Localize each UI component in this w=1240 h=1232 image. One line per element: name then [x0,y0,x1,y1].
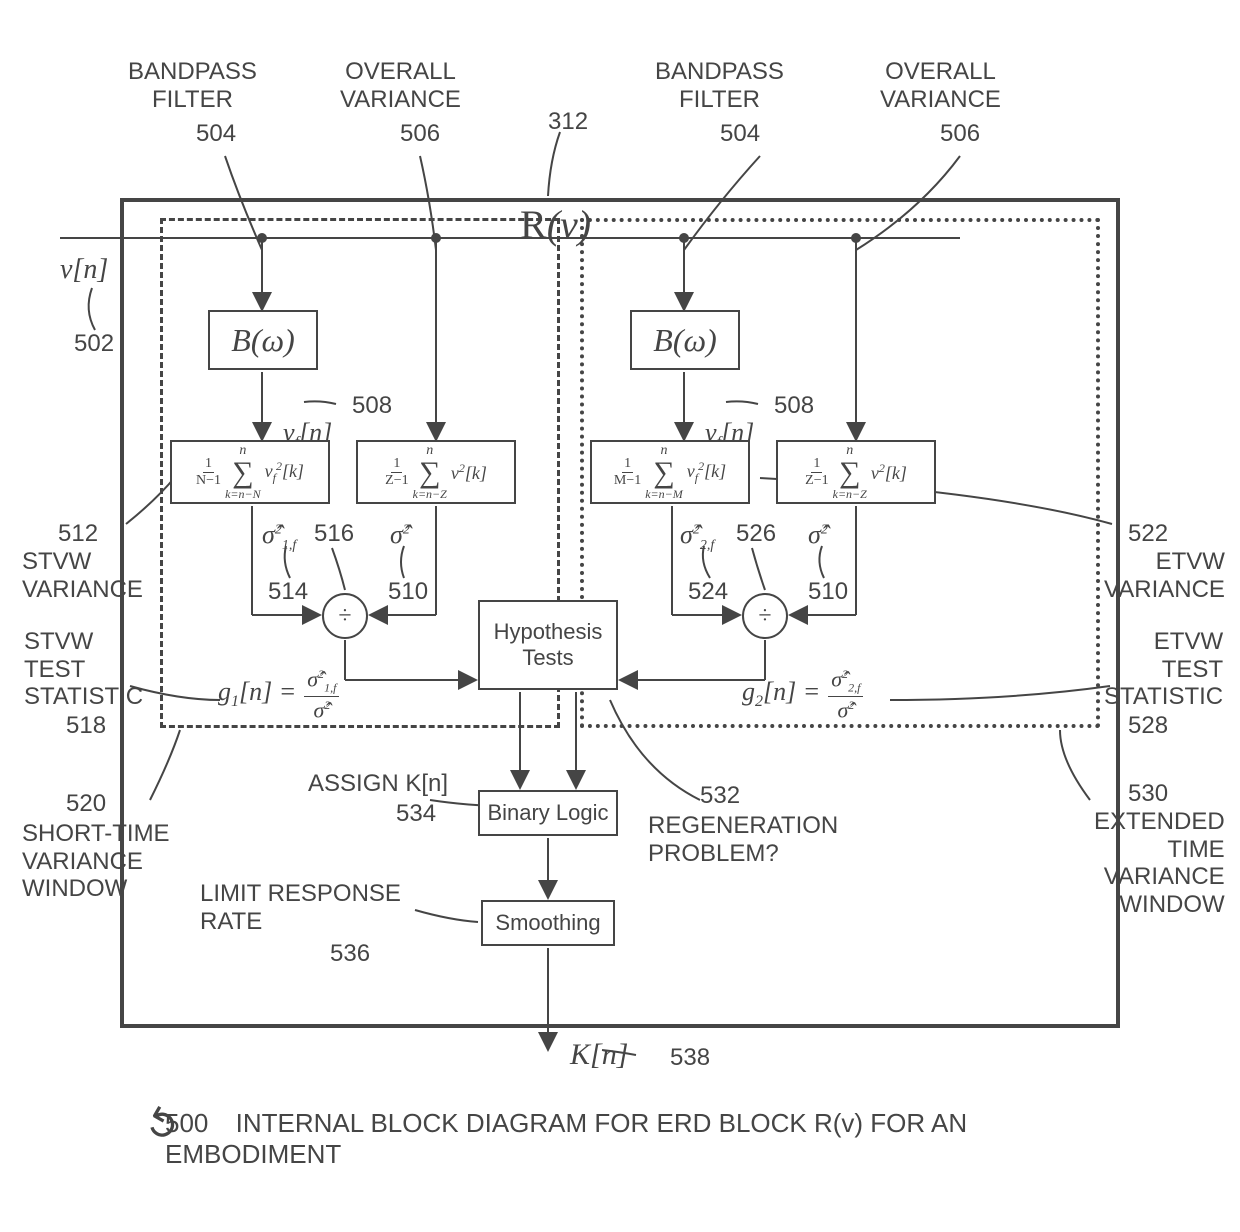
etvw-var: ETVW VARIANCE [1104,548,1225,603]
sigma-1f: σ̂21,f [262,520,296,554]
stvw-stat: STVW TEST STATISTIC [24,628,143,711]
etvw-stat: ETVW TEST STATISTIC [1104,628,1223,711]
limit-label: LIMIT RESPONSE RATE [200,880,401,935]
regen-label: REGENERATION PROBLEM? [648,812,838,867]
ref-502: 502 [74,330,114,358]
g1-eq: g1[n] = σ̂21,fσ̂2 [218,668,339,721]
ref-514: 514 [268,578,308,606]
sum-Z-right: 1Z−1 n∑k=n−Z v2[k] [776,440,936,504]
bp-right-ref: 504 [720,120,760,148]
vn-label: v[n] [60,254,108,286]
ref-516: 516 [314,520,354,548]
Kn-label: K[n] [570,1038,628,1073]
ref-526: 526 [736,520,776,548]
bw-left-block: B(ω) [208,310,318,370]
ref-510-right: 510 [808,578,848,606]
sum-Z-left: 1Z−1 n∑k=n−Z v2[k] [356,440,516,504]
etvw-win: EXTENDED TIME VARIANCE WINDOW [1094,808,1225,918]
ref-536: 536 [330,940,370,968]
ref-508-right: 508 [774,392,814,420]
ref-524: 524 [688,578,728,606]
hypothesis-block: Hypothesis Tests [478,600,618,690]
ref-312: 312 [548,108,588,136]
ref-532: 532 [700,782,740,810]
ref-508-left: 508 [352,392,392,420]
stvw-win: SHORT-TIME VARIANCE WINDOW [22,820,170,903]
sigma-hat-right: σ̂2 [808,520,828,550]
ref-520: 520 [66,790,106,818]
Rv-title: R(v) [500,156,591,248]
ov-right-ref: 506 [940,120,980,148]
stvw-var: STVW VARIANCE [22,548,143,603]
bp-left-label: BANDPASS FILTER [128,58,257,113]
sigma-hat-left: σ̂2 [390,520,410,550]
smoothing-block: Smoothing [481,900,615,946]
g2-eq: g2[n] = σ̂22,fσ̂2 [742,668,863,721]
bw-right-block: B(ω) [630,310,740,370]
caption-text: INTERNAL BLOCK DIAGRAM FOR ERD BLOCK R(v… [165,1108,967,1169]
ref-512: 512 [58,520,98,548]
ref-510-left: 510 [388,578,428,606]
bp-right-label: BANDPASS FILTER [655,58,784,113]
divide-right: ÷ [742,593,788,639]
ref-528: 528 [1128,712,1168,740]
ref-530: 530 [1128,780,1168,808]
ref-538: 538 [670,1044,710,1072]
assign-label: ASSIGN K[n] [308,770,448,798]
ref-522: 522 [1128,520,1168,548]
ref-518: 518 [66,712,106,740]
divide-left: ÷ [322,593,368,639]
ov-left-ref: 506 [400,120,440,148]
ov-right-label: OVERALL VARIANCE [880,58,1001,113]
sum-M-right: 1M−1 n∑k=n−M vf2[k] [590,440,750,504]
binary-block: Binary Logic [478,790,618,836]
bp-left-ref: 504 [196,120,236,148]
ov-left-label: OVERALL VARIANCE [340,58,461,113]
ref-534: 534 [396,800,436,828]
sigma-2f: σ̂22,f [680,520,714,554]
sum-N-left: 1N−1 n∑k=n−N vf2[k] [170,440,330,504]
caption: ↺ 500 INTERNAL BLOCK DIAGRAM FOR ERD BLO… [165,1108,1145,1170]
